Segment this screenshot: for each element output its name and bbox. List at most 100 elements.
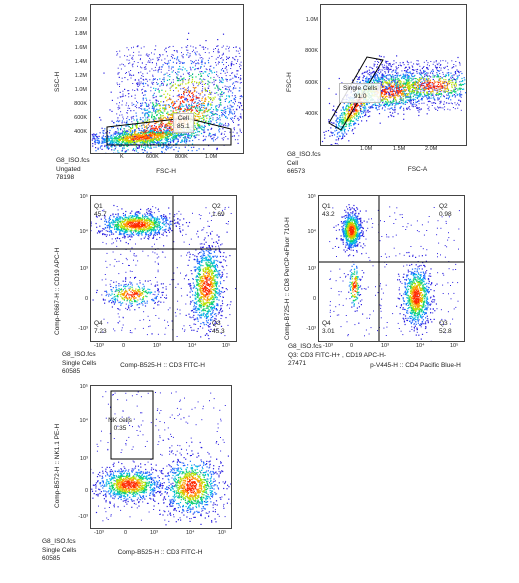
event-dot [195, 131, 197, 134]
event-dot [160, 133, 162, 135]
event-dot [413, 101, 414, 103]
event-dot [137, 141, 139, 143]
event-dot [184, 136, 186, 138]
event-dot [184, 141, 186, 143]
event-dot [166, 79, 169, 81]
event-dot [374, 79, 376, 81]
event-dot [146, 136, 148, 138]
event-dot [351, 108, 353, 110]
event-dot [219, 61, 220, 63]
event-dot [392, 112, 394, 114]
event-dot [110, 91, 112, 93]
event-dot [238, 119, 240, 121]
event-dot [98, 141, 100, 143]
event-dot [136, 107, 138, 109]
event-dot [203, 103, 205, 105]
event-dot [165, 51, 167, 53]
event-dot [172, 141, 175, 143]
event-dot [221, 137, 223, 139]
event-dot [239, 68, 242, 70]
event-dot [161, 125, 163, 127]
event-dot [195, 134, 197, 136]
event-dot [159, 128, 162, 130]
event-dot [174, 138, 176, 141]
event-dot [143, 142, 145, 145]
event-dot [184, 110, 186, 112]
event-dot [167, 132, 169, 134]
event-dot [187, 98, 189, 100]
event-dot [440, 60, 442, 62]
event-dot [183, 77, 185, 79]
event-dot [126, 136, 128, 138]
event-dot [143, 132, 145, 134]
event-dot [157, 133, 159, 135]
event-dot [384, 68, 386, 70]
event-dot [212, 117, 214, 119]
event-dot [117, 53, 119, 55]
event-dot [173, 50, 175, 51]
event-dot [107, 135, 109, 137]
gate-value: 85.1 [177, 123, 190, 130]
event-dot [160, 121, 162, 123]
event-dot [459, 62, 461, 64]
event-dot [141, 140, 143, 142]
event-dot [382, 90, 384, 92]
event-dot [113, 132, 115, 134]
event-dot [180, 96, 182, 98]
event-dot [213, 79, 215, 81]
event-dot [344, 109, 346, 111]
event-dot [176, 100, 178, 102]
event-dot [153, 106, 155, 108]
event-dot [171, 102, 173, 104]
event-dot [210, 70, 212, 72]
event-dot [423, 102, 425, 104]
event-dot [149, 99, 151, 101]
event-dot [149, 57, 151, 59]
event-dot [186, 141, 188, 143]
event-dot [167, 129, 169, 131]
event-dot [137, 45, 139, 47]
event-dot [173, 112, 175, 114]
event-dot [111, 146, 113, 148]
event-dot [118, 137, 120, 139]
event-dot [167, 137, 169, 139]
event-dot [426, 67, 427, 68]
event-dot [182, 101, 184, 103]
event-dot [209, 81, 211, 84]
event-dot [235, 76, 237, 78]
event-dot [201, 107, 203, 108]
event-dot [416, 60, 418, 62]
event-dot [352, 111, 354, 113]
event-dot [121, 122, 123, 124]
event-dot [135, 136, 137, 138]
event-dot [115, 132, 117, 134]
event-dot [134, 139, 136, 141]
event-dot [439, 88, 441, 90]
event-dot [148, 114, 150, 116]
event-dot [124, 142, 127, 144]
event-dot [236, 132, 238, 134]
event-dot [403, 118, 405, 120]
event-dot [119, 134, 121, 137]
event-dot [207, 102, 209, 104]
event-dot [202, 118, 205, 121]
event-dot [111, 138, 113, 140]
event-dot [159, 132, 161, 134]
event-dot [198, 139, 200, 141]
event-dot [450, 102, 452, 104]
event-dot [182, 79, 184, 81]
event-dot [92, 145, 94, 147]
event-dot [213, 123, 215, 125]
event-dot [198, 116, 200, 118]
event-dot [145, 103, 148, 105]
event-dot [183, 101, 185, 103]
event-dot [233, 122, 234, 123]
event-dot [226, 57, 228, 59]
event-dot [125, 143, 127, 145]
event-dot [220, 99, 222, 101]
event-dot [158, 124, 160, 126]
event-dot [171, 85, 173, 87]
event-dot [390, 64, 391, 66]
event-dot [182, 110, 184, 112]
event-dot [395, 100, 397, 102]
